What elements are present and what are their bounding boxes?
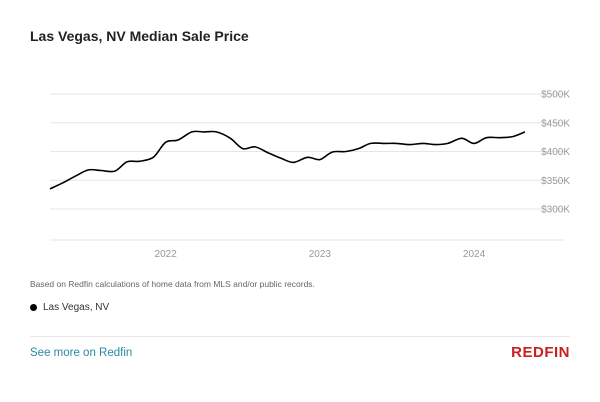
data-point: [190, 130, 194, 134]
x-tick-label: 2024: [463, 249, 486, 260]
data-point: [267, 151, 271, 155]
data-point: [228, 136, 232, 140]
data-source-note: Based on Redfin calculations of home dat…: [30, 279, 315, 289]
data-point: [383, 141, 387, 145]
data-point: [292, 160, 296, 164]
data-point: [446, 141, 450, 145]
data-point: [318, 158, 322, 162]
y-tick-label: $500K: [541, 90, 570, 101]
data-point: [511, 135, 515, 139]
see-more-link[interactable]: See more on Redfin: [30, 347, 133, 359]
data-point: [74, 174, 78, 178]
data-point: [253, 145, 257, 149]
series-layer: [48, 130, 527, 191]
data-point: [407, 143, 411, 147]
y-tick-label: $350K: [541, 176, 570, 187]
data-point: [241, 147, 245, 151]
x-tick-label: 2022: [155, 249, 178, 260]
data-point: [356, 147, 360, 151]
data-point: [99, 169, 103, 173]
data-point: [87, 168, 91, 172]
y-tick-label: $400K: [541, 147, 570, 158]
data-point: [369, 141, 373, 145]
x-tick-label: 2023: [309, 249, 332, 260]
data-point: [279, 156, 283, 160]
data-point: [306, 155, 310, 159]
data-point: [344, 150, 348, 154]
data-point: [434, 143, 438, 147]
legend-label: Las Vegas, NV: [43, 302, 110, 313]
y-tick-label: $450K: [541, 118, 570, 129]
chart-title: Las Vegas, NV Median Sale Price: [30, 28, 249, 44]
data-point: [421, 141, 425, 145]
legend: Las Vegas, NV: [30, 302, 109, 313]
data-point: [484, 136, 488, 140]
data-point: [472, 141, 476, 145]
y-axis-ticks: $300K $350K $400K $450K $500K: [541, 90, 570, 216]
data-point: [125, 160, 129, 164]
legend-dot-icon: [30, 304, 37, 311]
data-point: [498, 136, 502, 140]
data-point: [460, 136, 464, 140]
data-point: [137, 159, 141, 163]
data-point: [151, 155, 155, 159]
data-point: [164, 140, 168, 144]
data-point: [202, 130, 206, 134]
data-point: [113, 169, 117, 173]
redfin-logo: REDFIN: [511, 344, 570, 361]
median-sale-price-chart: $300K $350K $400K $450K $500K 2022 2023 2024: [48, 90, 570, 260]
data-point: [215, 130, 219, 134]
data-point: [330, 150, 334, 154]
x-axis-ticks: 2022 2023 2024: [155, 249, 486, 260]
y-tick-label: $300K: [541, 205, 570, 216]
data-point: [60, 181, 64, 185]
data-point: [523, 130, 527, 134]
grid-layer: [50, 93, 565, 241]
series-line-las-vegas: [49, 130, 526, 190]
data-point: [176, 138, 180, 142]
data-point: [395, 141, 399, 145]
divider: [30, 336, 570, 337]
data-point: [48, 187, 52, 191]
